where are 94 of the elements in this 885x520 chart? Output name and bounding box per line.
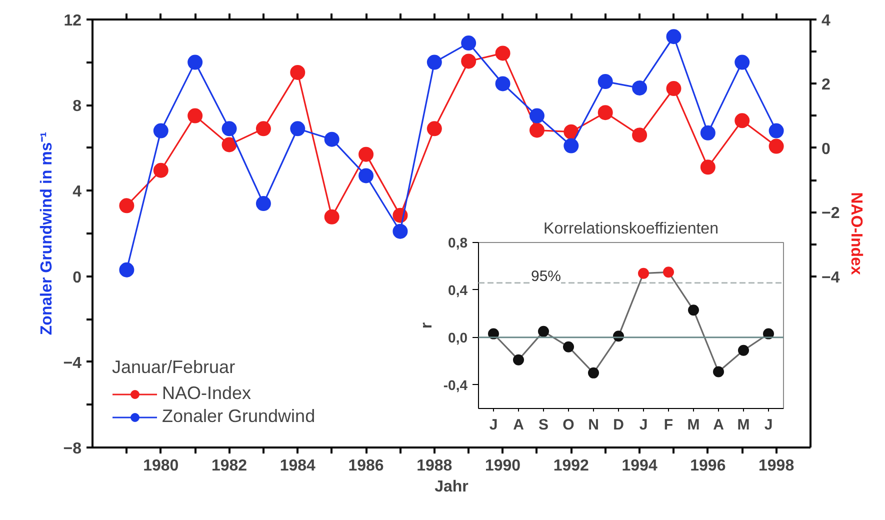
point xyxy=(538,326,549,337)
point xyxy=(426,121,442,136)
x-tick-label: J xyxy=(639,416,648,434)
point xyxy=(188,54,203,70)
point xyxy=(529,122,544,138)
x-tick-label: M xyxy=(737,416,750,434)
point xyxy=(256,196,271,212)
point xyxy=(513,354,524,366)
point xyxy=(638,268,649,279)
x-tick-label: J xyxy=(764,416,773,434)
x-tick-label: S xyxy=(538,416,549,434)
point xyxy=(588,367,599,378)
point xyxy=(153,123,168,138)
x-tick-label: J xyxy=(489,416,498,434)
x-tick-label: 1998 xyxy=(758,458,794,474)
x-tick-label: F xyxy=(664,416,674,434)
point xyxy=(632,128,648,143)
point xyxy=(734,113,750,128)
point xyxy=(426,54,442,70)
x-tick-label: 1994 xyxy=(622,458,658,474)
point xyxy=(222,137,237,152)
y-tick-label: 0 xyxy=(72,269,82,286)
y2-tick-label: 0 xyxy=(822,140,830,158)
point xyxy=(153,162,168,178)
x-tick-label: A xyxy=(713,416,724,434)
point xyxy=(324,132,340,147)
point xyxy=(564,124,579,140)
point xyxy=(461,54,476,69)
point xyxy=(632,80,648,96)
x-tick-label: D xyxy=(613,416,624,434)
y-tick-label: 12 xyxy=(64,12,82,30)
y-tick-label: 8 xyxy=(72,98,82,116)
y-tick-label: 0,8 xyxy=(448,234,468,250)
y-axis-title: r xyxy=(418,322,436,329)
chart-title: Korrelationskoeffizienten xyxy=(544,220,718,238)
x-tick-label: 1992 xyxy=(553,458,590,474)
x-tick-label: 1984 xyxy=(280,458,316,474)
x-tick-label: 1990 xyxy=(484,458,521,474)
point xyxy=(738,344,749,356)
y2-tick-label: 4 xyxy=(822,12,830,30)
point xyxy=(713,366,724,378)
x-axis-title: Jahr xyxy=(434,478,468,496)
point xyxy=(119,262,134,278)
x-tick-label: N xyxy=(588,416,599,434)
point xyxy=(598,74,613,90)
point xyxy=(119,198,134,214)
point xyxy=(495,46,510,61)
point xyxy=(564,138,579,154)
point xyxy=(700,160,716,175)
x-tick-label: M xyxy=(687,416,700,434)
y-tick-label: 0,0 xyxy=(448,329,468,346)
point xyxy=(598,105,613,120)
y-tick-label: 4 xyxy=(72,184,82,201)
x-tick-label: 1982 xyxy=(211,458,248,474)
point xyxy=(666,29,682,44)
point xyxy=(495,76,510,92)
y-tick-label: −8 xyxy=(63,440,82,458)
y2-tick-label: −4 xyxy=(822,269,840,286)
point xyxy=(700,125,716,140)
point xyxy=(461,36,476,51)
y-tick-label: −4 xyxy=(63,354,82,372)
point xyxy=(358,146,374,162)
point xyxy=(358,168,374,184)
legend-title: Januar/Februar xyxy=(112,357,236,378)
x-tick-label: 1988 xyxy=(416,458,452,474)
point xyxy=(324,209,340,224)
legend-label: Zonaler Grundwind xyxy=(162,406,316,427)
x-tick-label: 1986 xyxy=(348,458,384,474)
y2-tick-label: −2 xyxy=(822,205,840,222)
point xyxy=(529,108,544,124)
y2-tick-label: 2 xyxy=(822,76,830,94)
annotation: 95% xyxy=(531,268,562,285)
point xyxy=(734,54,750,70)
y-tick-label: 0,4 xyxy=(448,282,468,298)
x-tick-label: 1996 xyxy=(690,458,726,474)
y-tick-label: -0,4 xyxy=(443,376,468,393)
point xyxy=(290,121,306,136)
y-axis-title: Zonaler Grundwind in ms⁻¹ xyxy=(38,132,56,336)
point xyxy=(768,138,784,154)
point xyxy=(290,64,306,80)
point xyxy=(188,108,203,124)
point xyxy=(222,121,237,136)
point xyxy=(663,266,674,278)
x-tick-label: 1980 xyxy=(143,458,179,474)
point xyxy=(666,81,682,96)
point xyxy=(768,123,784,138)
legend-label: NAO-Index xyxy=(162,383,252,404)
x-tick-label: O xyxy=(562,416,575,434)
point xyxy=(392,224,408,239)
point xyxy=(688,304,699,316)
x-tick-label: A xyxy=(513,416,524,434)
y2-axis-title: NAO-Index xyxy=(848,192,865,275)
point xyxy=(563,341,574,352)
point xyxy=(256,121,271,136)
